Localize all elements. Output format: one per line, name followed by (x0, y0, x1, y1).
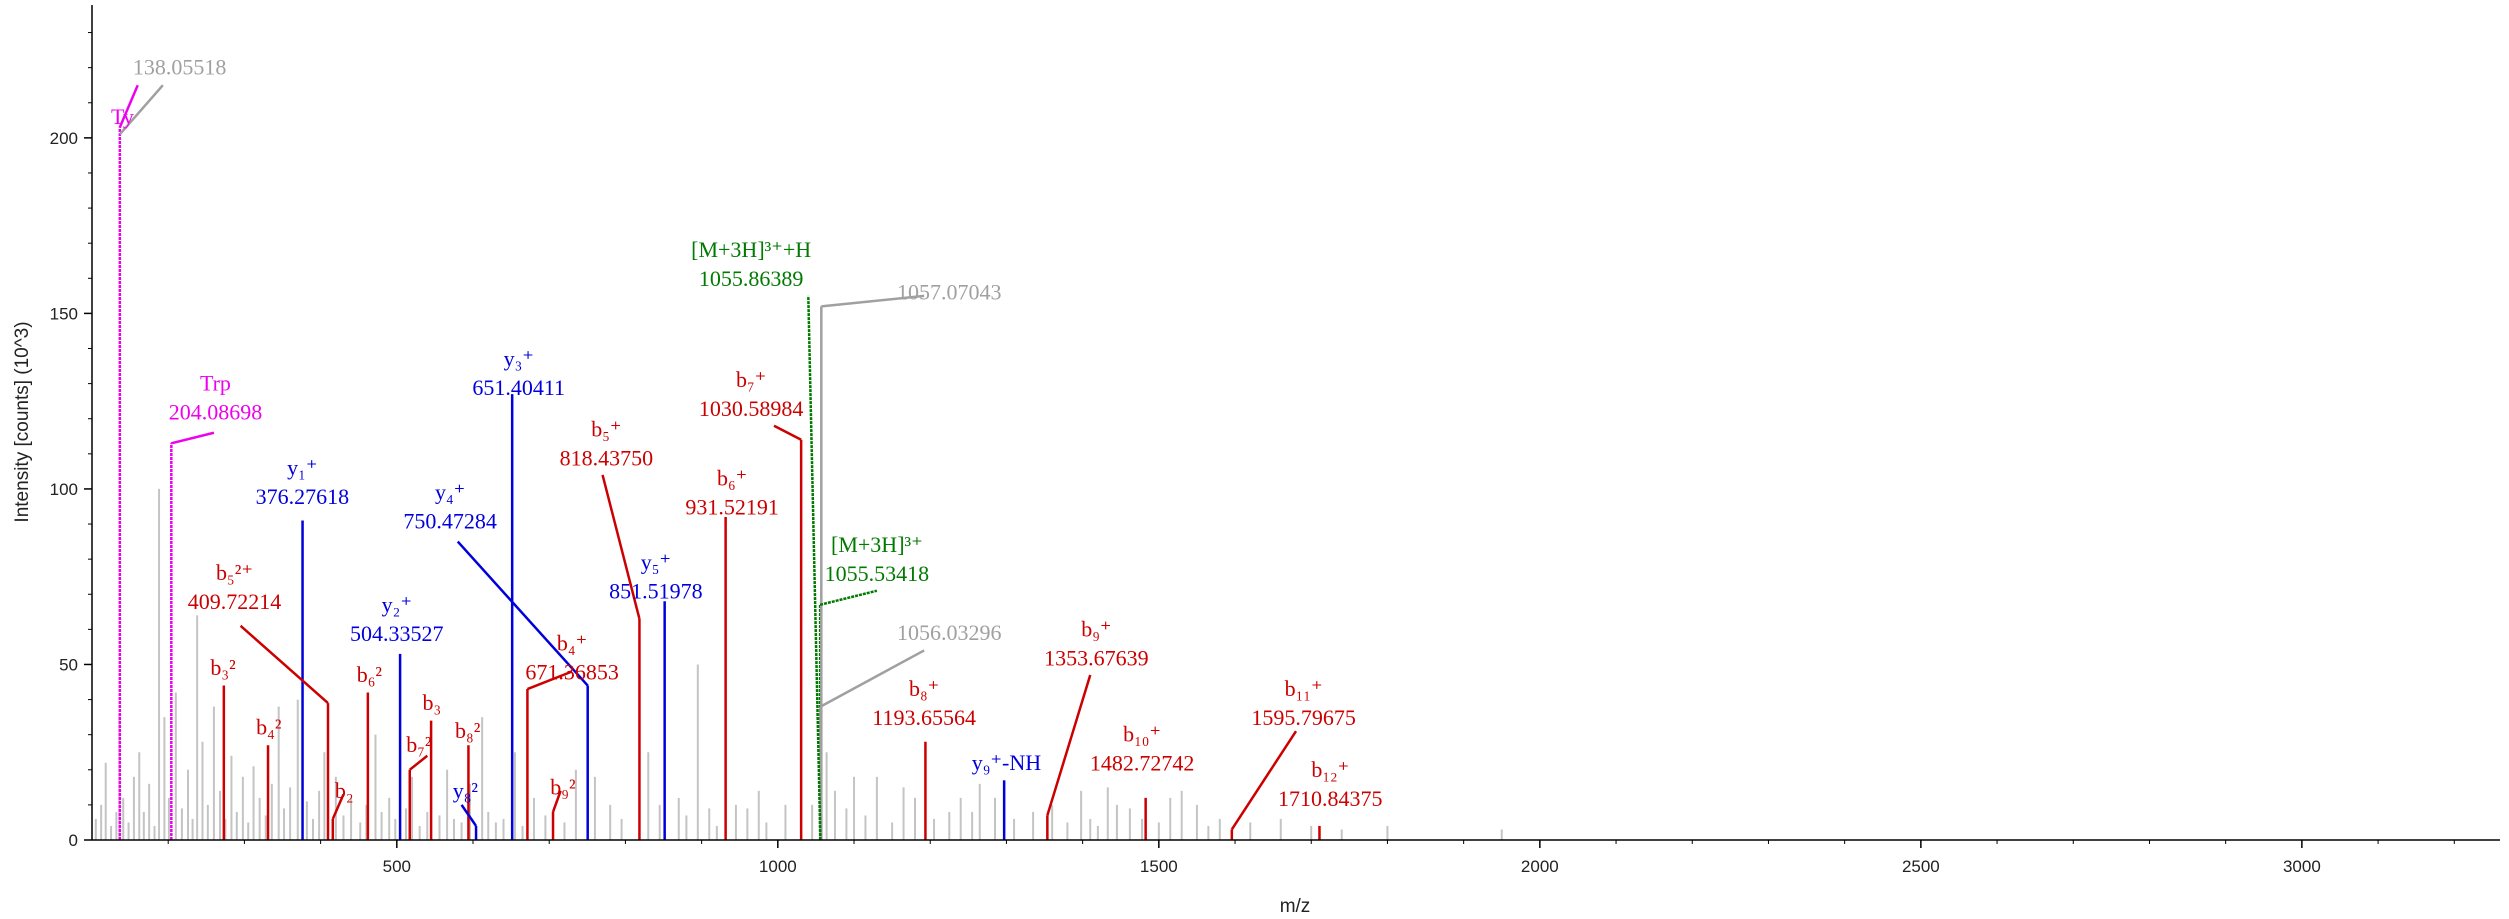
note-leader-line (821, 294, 925, 308)
y-tick-label: 50 (59, 655, 78, 674)
peak-label: y₁⁺ (287, 455, 317, 480)
x-tick-label: 2000 (1521, 857, 1559, 876)
peak-label: y₃⁺ (504, 346, 534, 371)
note-leader-line (819, 649, 925, 708)
y-axis-title: Intensity [counts] (10^3) (12, 321, 33, 522)
peak-label: 1055.86389 (699, 266, 804, 291)
b_ion-leader-line (551, 790, 562, 813)
y-tick-label: 0 (69, 831, 78, 850)
y-tick-label: 150 (50, 304, 78, 323)
peak-label: 204.08698 (169, 400, 263, 425)
leader-lines-layer (118, 84, 1298, 841)
peak-label: [M+3H]³⁺+H (691, 237, 811, 262)
peak-label: [M+3H]³⁺ (831, 532, 923, 557)
peak-label: 851.51978 (609, 579, 703, 604)
peak-label: 651.40411 (472, 375, 565, 400)
b_ion-leader-line (601, 474, 641, 620)
peak-label: b₁₀⁺ (1123, 722, 1161, 747)
axes-layer: 500 1000 1500 2000 2500 3000 0 50 100 150 200 (50, 5, 2500, 876)
peak-label: y₄⁺ (435, 479, 465, 504)
b_ion-leader-line (239, 624, 329, 705)
b_ion-leader-line (526, 670, 573, 691)
peak-label: b₅²⁺ (216, 560, 253, 585)
b_ion-leader-line (773, 424, 802, 441)
peak-labels-layer: 138.05518 Ty Trp 204.08698 y₁⁺ 376.27618 y₂⁺ 50… (111, 55, 1383, 811)
peak-label: 409.72214 (188, 589, 282, 614)
y_ion-leader-line (460, 804, 478, 827)
precursor-leader-line (819, 589, 878, 607)
peak-label: b₃ (423, 690, 442, 715)
peak-label: b₅⁺ (591, 416, 621, 441)
peak-label: 1057.07043 (897, 279, 1002, 304)
x-tick-label: 3000 (2283, 857, 2321, 876)
peak-label: 376.27618 (256, 484, 350, 509)
peak-label: b₆² (357, 662, 383, 687)
peak-label: b₈⁺ (909, 676, 939, 701)
peak-label: y₈² (453, 778, 479, 803)
peak-label: 1193.65564 (872, 705, 976, 730)
precursor-leader-line (807, 295, 822, 841)
immonium-leader-line (118, 84, 139, 128)
peak-label: b₇⁺ (736, 367, 766, 392)
peak-label: Trp (200, 371, 231, 396)
peak-label: 1030.58984 (699, 396, 804, 421)
peak-label: b₉⁺ (1081, 616, 1111, 641)
peak-label: b₄² (256, 715, 282, 740)
peak-label: b₉² (550, 774, 576, 799)
peak-label: b₂ (335, 778, 354, 803)
note-leader-line (118, 84, 164, 136)
peak-label: 1710.84375 (1278, 786, 1383, 811)
peak-label: 1482.72742 (1090, 751, 1195, 776)
peak-label: b₃² (210, 655, 236, 680)
immonium-leader-line (170, 431, 215, 445)
b_ion-leader-line (331, 793, 345, 820)
x-tick-label: 2500 (1902, 857, 1940, 876)
peaks-layer (94, 127, 1503, 840)
b_ion-leader-line (1046, 674, 1092, 816)
peak-label: 1353.67639 (1044, 645, 1149, 670)
y-tick-label: 100 (50, 480, 78, 499)
y_ion-leader-line (456, 540, 589, 687)
peak-label: b₇² (406, 732, 432, 757)
peak-label: y₂⁺ (382, 592, 412, 617)
peak-label: b₁₁⁺ (1285, 676, 1323, 701)
peak-label: 1055.53418 (825, 561, 930, 586)
peak-label: 504.33527 (350, 621, 444, 646)
peak-label: 671.36853 (525, 659, 619, 684)
peak-label: Ty (111, 104, 134, 129)
peak-label: y₅⁺ (641, 550, 671, 575)
x-tick-label: 1000 (759, 857, 797, 876)
x-tick-label: 1500 (1140, 857, 1178, 876)
peak-label: 1056.03296 (897, 620, 1002, 645)
b_ion-leader-line (1230, 730, 1298, 831)
y-tick-label: 200 (50, 129, 78, 148)
peak-label: b₁₂⁺ (1311, 757, 1349, 782)
peak-label: y₉⁺-NH (972, 750, 1041, 775)
peak-label: 138.05518 (133, 55, 227, 80)
peak-label: b₈² (455, 718, 481, 743)
peak-label: 818.43750 (560, 445, 654, 470)
x-tick-label: 500 (383, 857, 411, 876)
peak-label: 1595.79675 (1251, 705, 1356, 730)
peak-label: b₆⁺ (717, 465, 747, 490)
x-axis-title: m/z (1280, 896, 1311, 917)
b_ion-leader-line (408, 754, 429, 771)
peak-label: 750.47284 (403, 508, 497, 533)
peak-label: b₄⁺ (557, 630, 587, 655)
peak-label: 931.52191 (685, 494, 779, 519)
